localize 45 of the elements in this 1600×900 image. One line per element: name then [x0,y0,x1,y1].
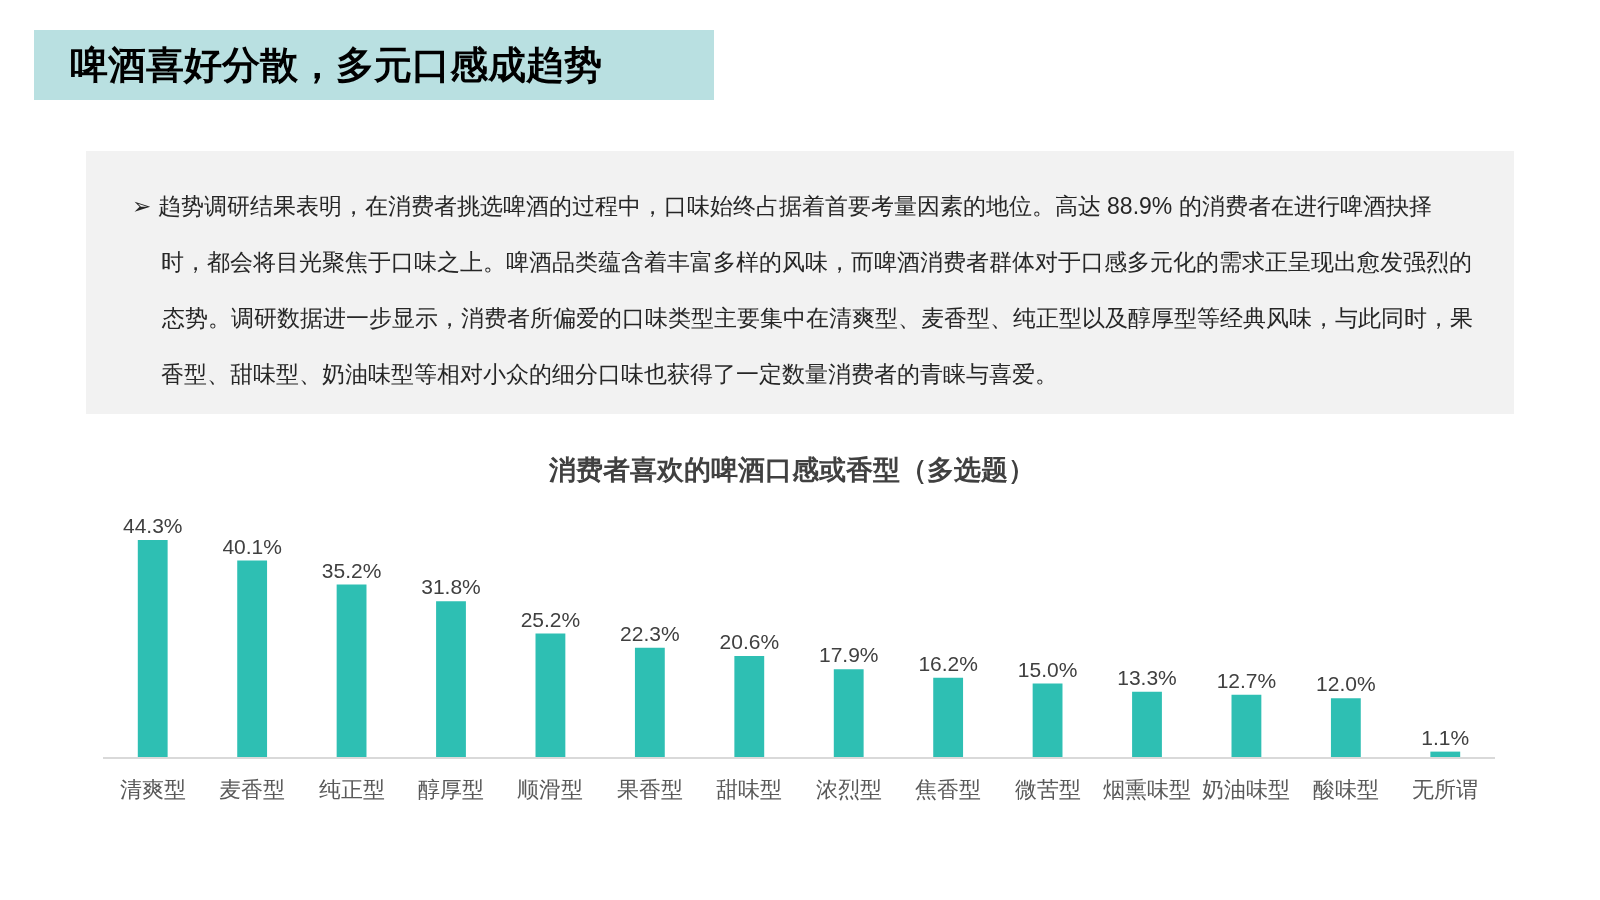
data-label: 15.0% [1017,657,1078,681]
bar [535,633,566,757]
x-tick-label: 醇厚型 [418,777,484,803]
x-tick-label: 甜味型 [716,777,783,803]
bar [734,656,765,757]
data-label: 25.2% [520,607,581,631]
bar [833,669,864,757]
data-label: 22.3% [620,621,680,645]
x-tick-label: 烟熏味型 [1103,777,1191,803]
bar [1231,694,1262,757]
x-tick-label: 酸味型 [1312,777,1379,803]
x-tick-label: 微苦型 [1014,777,1081,803]
x-tick-label: 焦香型 [915,777,982,803]
bar [137,540,168,757]
text: ➢ 趋势调研结果表明，在消费者挑选啤酒的过程中，口味始终占据着首要考量因素的地位。高达 88.9% 的消费者在进行啤酒抉择时，都会将目光聚焦于口味之上。啤酒品类蕴含着丰富多样的风味，而啤酒消费者群体对于口感多元化的需求正呈现出愈发强烈的态势。调研数据进一步显示，消费者所偏爱的口味类型主要集中在清爽型、麦香型、纯正型以及醇厚型等经典风味，与此同时，果香型、甜味型、奶油味型等相对小众的细分口味也获得了一定数量消费者的青睐与喜爱。 [132,193,1473,387]
x-tick-label: 顺滑型 [517,777,584,803]
data-label: 1.1% [1421,725,1470,749]
data-label: 12.0% [1316,672,1376,696]
data-label: 12.7% [1216,668,1277,692]
x-tick-label: 果香型 [616,777,683,803]
data-label: 40.1% [222,534,282,558]
data-label: 16.2% [918,651,978,675]
bar [1330,698,1361,757]
chart-title: 啤酒喜好分散，多元口感成趋势 [70,44,602,87]
x-tick-label: 无所谓 [1412,777,1479,803]
data-label: 17.9% [818,643,879,667]
x-tick-label: 清爽型 [119,777,186,803]
bar [1132,691,1162,757]
x-tick-label: 纯正型 [318,777,385,803]
chart-subtitle: 消费者喜欢的啤酒口感或香型（多选题） [548,455,1035,485]
bar [933,677,964,757]
data-label: 31.8% [421,575,481,599]
bar [436,601,466,757]
data-label: 35.2% [321,558,382,582]
bar [634,647,665,757]
x-tick-label: 奶油味型 [1202,777,1291,803]
bar [336,584,367,757]
bar [1032,683,1063,757]
data-label: 13.3% [1117,665,1177,689]
bar [237,560,268,757]
data-label: 44.3% [122,514,183,537]
data-label: 20.6% [719,630,780,654]
x-tick-label: 麦香型 [219,777,286,803]
x-tick-label: 浓烈型 [815,777,882,803]
bar [1430,751,1461,757]
